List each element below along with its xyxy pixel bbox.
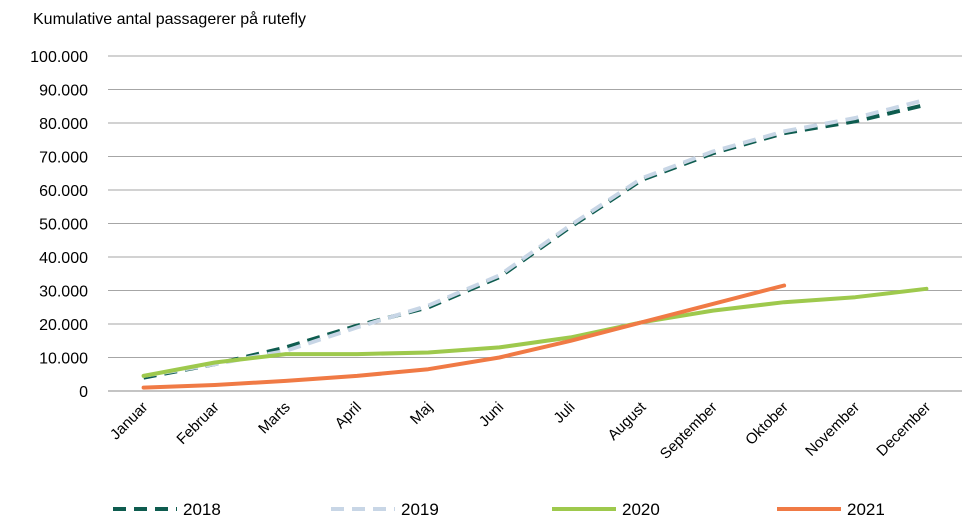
y-tick-label: 50.000: [39, 217, 88, 234]
y-tick-label: 30.000: [39, 284, 88, 301]
x-axis-ticks: Januar Februar Marts April Maj Juni Juli August…: [107, 398, 934, 462]
x-tick-label: December: [873, 399, 934, 460]
y-tick-label: 70.000: [39, 150, 88, 167]
legend-label-2020: 2020: [622, 500, 660, 519]
x-tick-label: Maj: [407, 399, 436, 428]
x-tick-label: Marts: [255, 399, 294, 438]
series-line-2018: [144, 105, 927, 378]
x-tick-label: September: [657, 399, 721, 463]
x-tick-label: Juni: [476, 399, 507, 430]
x-tick-label: Oktober: [742, 399, 792, 449]
series-line-2021: [144, 286, 785, 388]
y-axis-ticks: 0 10.000 20.000 30.000 40.000 50.000 60.000 70.…: [30, 49, 88, 401]
y-tick-label: 40.000: [39, 250, 88, 267]
y-tick-label: 0: [79, 384, 88, 401]
y-tick-label: 100.000: [30, 49, 88, 66]
series-line-2020: [144, 289, 927, 376]
x-tick-label: Februar: [173, 399, 222, 448]
legend-label-2018: 2018: [183, 500, 221, 519]
x-tick-label: Juli: [550, 399, 578, 427]
y-tick-label: 20.000: [39, 317, 88, 334]
legend: 2018 2019 2020 2021: [113, 500, 885, 519]
series-line-2019: [144, 100, 927, 376]
series-lines: [144, 100, 927, 388]
x-tick-label: August: [605, 398, 651, 444]
legend-label-2021: 2021: [847, 500, 885, 519]
y-tick-label: 60.000: [39, 183, 88, 200]
y-tick-label: 90.000: [39, 83, 88, 100]
legend-label-2019: 2019: [401, 500, 439, 519]
y-tick-label: 10.000: [39, 351, 88, 368]
x-tick-label: November: [802, 399, 863, 460]
x-tick-label: Januar: [107, 399, 151, 443]
y-tick-label: 80.000: [39, 116, 88, 133]
x-tick-label: April: [332, 399, 365, 432]
